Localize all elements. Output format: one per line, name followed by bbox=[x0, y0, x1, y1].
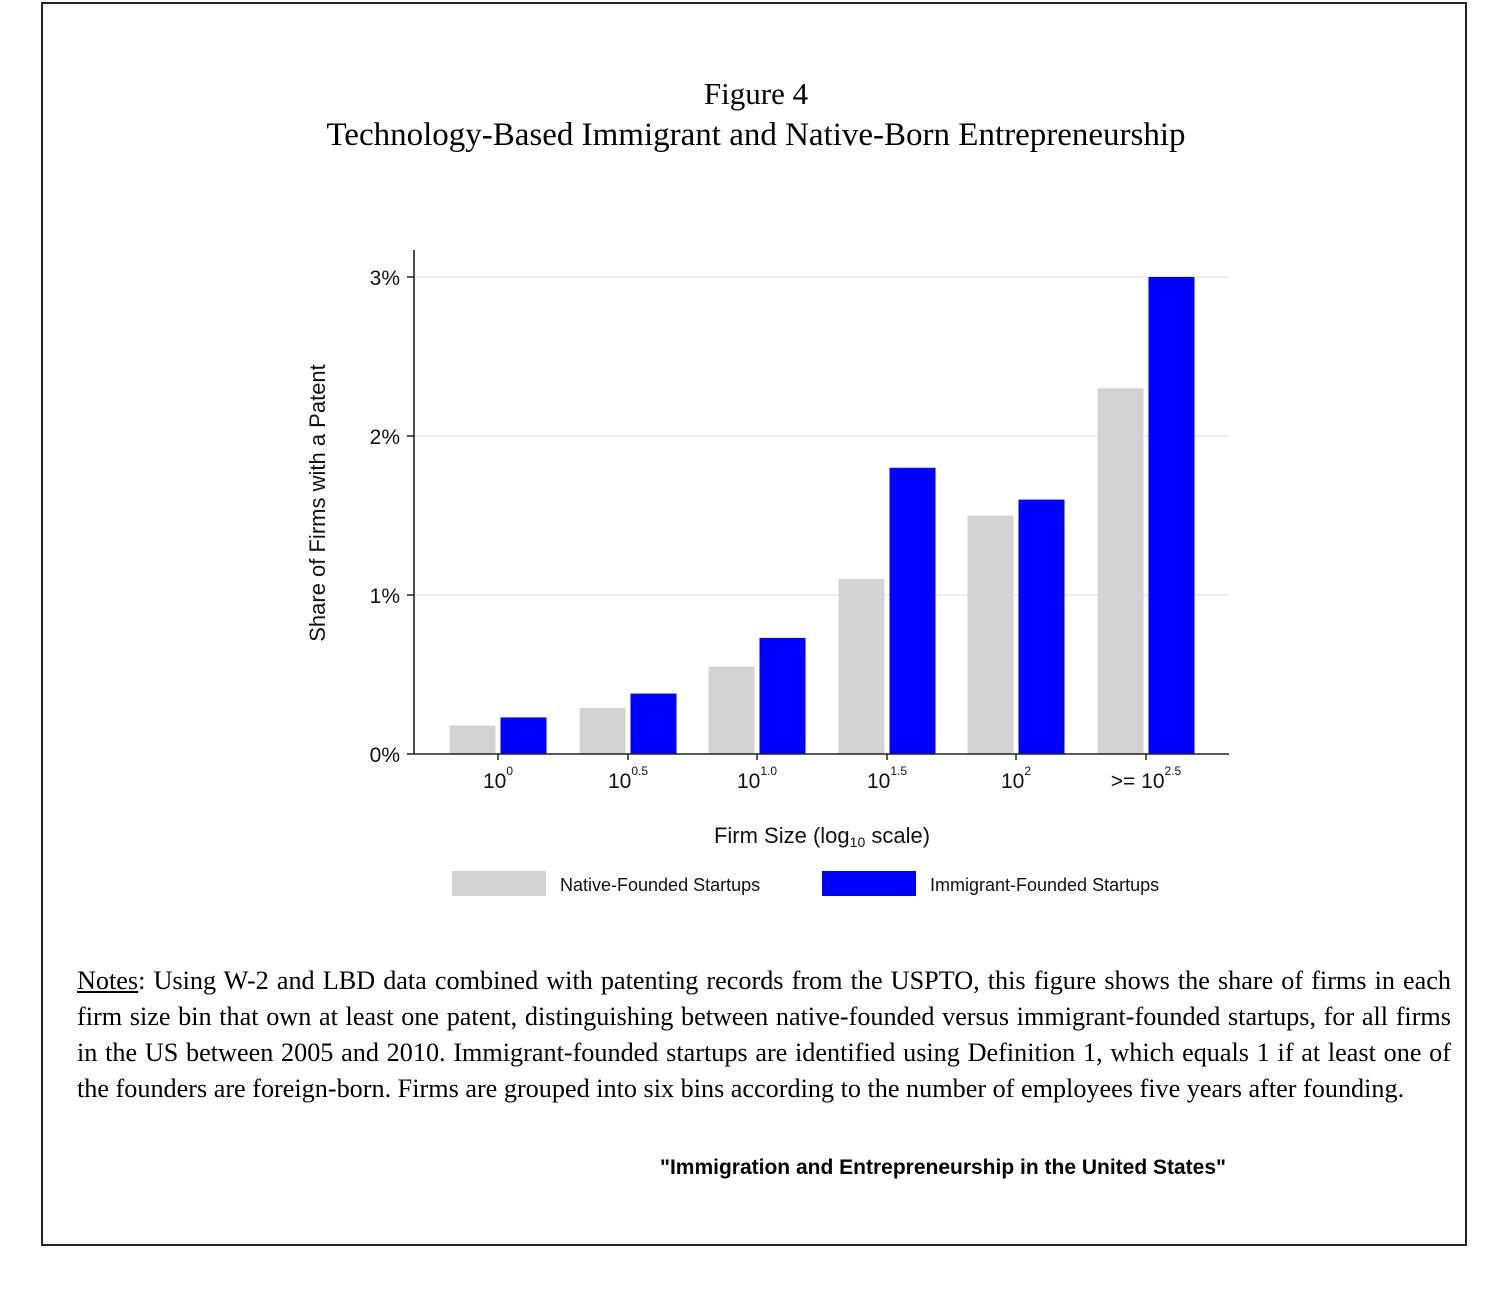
y-tick-label-3: 3% bbox=[370, 267, 400, 290]
x-tick-label-0: 100 bbox=[483, 764, 513, 793]
bar-native-5 bbox=[1097, 388, 1144, 754]
bar-immigrant-0 bbox=[500, 717, 547, 754]
y-ticks: 0% 1% 2% 3% bbox=[370, 267, 414, 767]
x-tick-label-3: 101.5 bbox=[867, 764, 907, 793]
x-axis-label: Firm Size (log10 scale) bbox=[714, 823, 930, 850]
figure-title: Technology-Based Immigrant and Native-Bo… bbox=[326, 117, 1186, 153]
x-tick-base-1: 10 bbox=[608, 770, 631, 793]
y-tick-label-2: 2% bbox=[370, 426, 400, 449]
bar-immigrant-2 bbox=[759, 637, 806, 754]
x-tick-label-2: 101.0 bbox=[737, 764, 777, 793]
x-axis-label-post: scale) bbox=[865, 823, 930, 848]
x-tick-label-5: >= 102.5 bbox=[1111, 764, 1182, 793]
axes bbox=[413, 250, 1229, 755]
x-tick-label-4: 102 bbox=[1001, 764, 1031, 793]
bar-native-0 bbox=[449, 725, 496, 754]
x-tick-exponent-4: 2 bbox=[1024, 764, 1031, 778]
bar-immigrant-4 bbox=[1018, 499, 1065, 754]
gridlines bbox=[414, 276, 1229, 596]
y-tick-label-1: 1% bbox=[370, 585, 400, 608]
notes-text: : Using W-2 and LBD data combined with p… bbox=[77, 966, 1451, 1103]
x-tick-exponent-1: 0.5 bbox=[631, 764, 648, 778]
notes-label: Notes bbox=[77, 966, 139, 995]
bar-immigrant-5 bbox=[1148, 277, 1195, 754]
x-tick-base-0: 10 bbox=[483, 770, 506, 793]
legend-label-immigrant: Immigrant-Founded Startups bbox=[930, 875, 1159, 895]
x-axis-label-pre: Firm Size (log bbox=[714, 823, 850, 848]
bar-native-3 bbox=[838, 579, 885, 754]
legend-label-native: Native-Founded Startups bbox=[560, 875, 760, 895]
x-tick-exponent-2: 1.0 bbox=[760, 764, 777, 778]
x-tick-base-2: 10 bbox=[737, 770, 760, 793]
bar-chart: 0%1%2%3% 100 100.5 101.0 101.5 102 >= 102.5 S… bbox=[305, 250, 1229, 896]
x-tick-exponent-3: 1.5 bbox=[890, 764, 907, 778]
x-tick-label-1: 100.5 bbox=[608, 764, 648, 793]
figure-frame bbox=[41, 2, 1467, 1246]
bar-immigrant-1 bbox=[630, 693, 677, 754]
x-tick-base-5: >= 10 bbox=[1111, 770, 1165, 793]
x-tick-base-4: 10 bbox=[1001, 770, 1024, 793]
bars bbox=[449, 277, 1195, 754]
y-tick-label-0: 0% bbox=[370, 744, 400, 767]
legend-swatch-immigrant bbox=[822, 871, 916, 896]
legend: Native-Founded Startups Immigrant-Founded… bbox=[452, 871, 1159, 896]
x-tick-base-3: 10 bbox=[867, 770, 890, 793]
y-axis-label: Share of Firms with a Patent bbox=[305, 364, 330, 642]
figure-label: Figure 4 bbox=[703, 76, 809, 111]
source-citation: "Immigration and Entrepreneurship in the… bbox=[660, 1156, 1226, 1179]
bar-native-4 bbox=[967, 515, 1014, 754]
bar-native-1 bbox=[579, 707, 626, 754]
figure-notes: Notes: Using W-2 and LBD data combined w… bbox=[77, 963, 1451, 1107]
x-tick-exponent-5: 2.5 bbox=[1165, 764, 1182, 778]
bar-immigrant-3 bbox=[889, 467, 936, 754]
x-tick-exponent-0: 0 bbox=[506, 764, 513, 778]
x-ticks: 100 100.5 101.0 101.5 102 >= 102.5 bbox=[483, 754, 1182, 793]
legend-swatch-native bbox=[452, 871, 546, 896]
x-axis-label-sub: 10 bbox=[850, 834, 866, 850]
bar-native-2 bbox=[708, 666, 755, 754]
